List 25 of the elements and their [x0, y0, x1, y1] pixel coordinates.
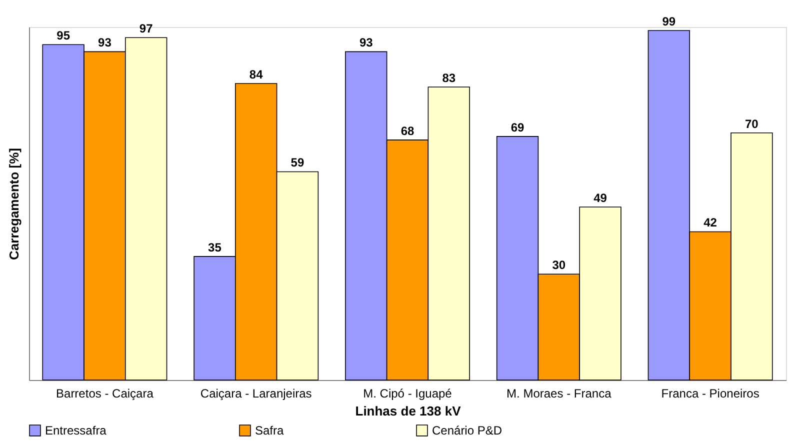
- data-label: 99: [662, 14, 676, 29]
- x-tick-label: Caiçara - Laranjeiras: [200, 386, 312, 400]
- x-tick-label: M. Moraes - Franca: [506, 386, 612, 400]
- data-label: 49: [594, 191, 608, 206]
- y-axis-title: Carregamento [%]: [6, 148, 22, 260]
- legend-label: Cenário P&D: [432, 423, 502, 438]
- data-label: 70: [745, 116, 759, 131]
- data-label: 95: [56, 28, 70, 43]
- data-label: 93: [359, 36, 374, 50]
- x-tick-label: Franca - Pioneiros: [661, 386, 760, 400]
- data-label: 97: [139, 22, 154, 36]
- data-label: 42: [704, 216, 718, 230]
- x-axis-title: Linhas de 138 kV: [355, 404, 462, 418]
- data-label: 84: [249, 67, 264, 82]
- legend-label: Safra: [255, 423, 284, 438]
- data-label: 30: [552, 258, 566, 272]
- data-label: 68: [400, 124, 414, 138]
- legend-label: Entressafra: [45, 423, 107, 438]
- data-label: 93: [98, 36, 112, 50]
- data-label: 69: [510, 120, 525, 134]
- x-tick-label: M. Cipó - Iguapé: [363, 386, 452, 400]
- data-label: 59: [290, 156, 304, 170]
- data-label: 83: [442, 71, 456, 86]
- data-label: 35: [208, 240, 222, 254]
- x-tick-label: Barretos - Caiçara: [56, 386, 154, 400]
